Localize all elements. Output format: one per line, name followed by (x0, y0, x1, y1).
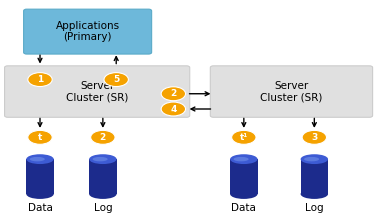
Text: Server
Cluster (SR): Server Cluster (SR) (260, 81, 323, 102)
Bar (26, 159, 54, 194)
Circle shape (91, 130, 115, 144)
Text: 4: 4 (170, 104, 176, 114)
Text: Log: Log (94, 203, 112, 213)
Text: Data: Data (27, 203, 53, 213)
Circle shape (232, 130, 256, 144)
Text: Server
Cluster (SR): Server Cluster (SR) (66, 81, 128, 102)
Circle shape (161, 102, 186, 116)
Circle shape (302, 130, 327, 144)
Ellipse shape (301, 154, 328, 164)
Text: Data: Data (231, 203, 256, 213)
FancyBboxPatch shape (5, 66, 190, 117)
Circle shape (28, 73, 52, 87)
Text: t: t (38, 133, 42, 142)
Ellipse shape (93, 157, 108, 161)
Text: 1: 1 (37, 75, 43, 84)
Ellipse shape (30, 157, 45, 161)
Ellipse shape (26, 154, 54, 164)
Ellipse shape (230, 189, 258, 199)
FancyBboxPatch shape (24, 9, 152, 54)
Ellipse shape (301, 189, 328, 199)
Circle shape (104, 73, 128, 87)
Text: 5: 5 (113, 75, 119, 84)
Ellipse shape (230, 154, 258, 164)
Text: 3: 3 (311, 133, 317, 142)
Circle shape (28, 130, 52, 144)
Ellipse shape (89, 189, 117, 199)
Ellipse shape (26, 189, 54, 199)
Ellipse shape (234, 157, 249, 161)
FancyBboxPatch shape (210, 66, 373, 117)
Bar (301, 159, 328, 194)
Bar (89, 159, 117, 194)
Circle shape (161, 87, 186, 101)
Ellipse shape (304, 157, 319, 161)
Text: 2: 2 (100, 133, 106, 142)
Text: t¹: t¹ (240, 133, 248, 142)
Text: 2: 2 (170, 89, 176, 98)
Ellipse shape (89, 154, 117, 164)
Text: Applications
(Primary): Applications (Primary) (56, 21, 120, 43)
Bar (230, 159, 258, 194)
Text: Log: Log (305, 203, 323, 213)
